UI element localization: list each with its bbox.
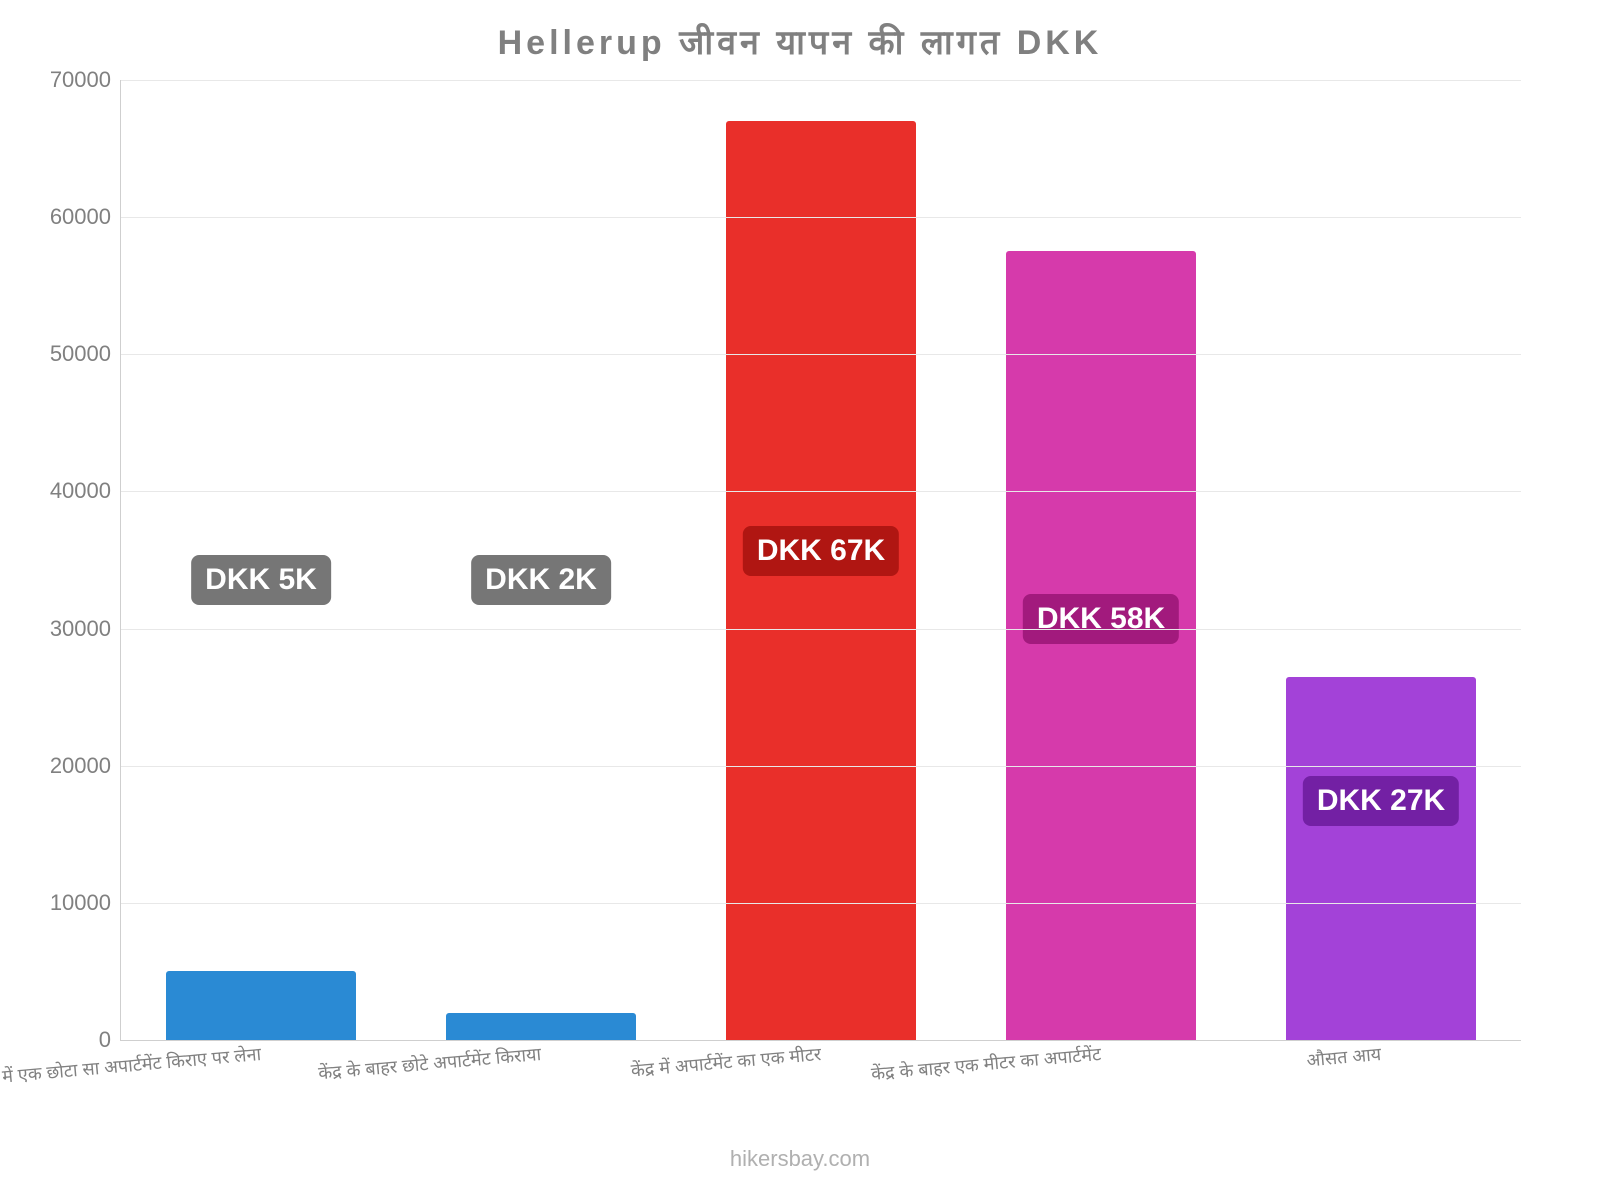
gridline — [121, 766, 1521, 767]
bar-slot: DKK 27K — [1241, 80, 1521, 1040]
x-tick-label: केंद्र के बाहर एक मीटर का अपार्टमेंट — [870, 1042, 1102, 1086]
gridline — [121, 491, 1521, 492]
x-tick-label: केंद्र में एक छोटा सा अपार्टमेंट किराए प… — [0, 1042, 262, 1091]
bar[interactable] — [1286, 677, 1476, 1040]
bar[interactable] — [446, 1013, 636, 1040]
gridline — [121, 80, 1521, 81]
bar-slot: DKK 67K — [681, 80, 961, 1040]
bars-group: DKK 5K DKK 2K DKK 67KDKK 58KDKK 27K — [121, 80, 1521, 1040]
gridline — [121, 354, 1521, 355]
y-tick-label: 20000 — [50, 753, 111, 779]
gridline — [121, 217, 1521, 218]
y-tick-label: 60000 — [50, 204, 111, 230]
y-tick-label: 70000 — [50, 67, 111, 93]
bar[interactable] — [166, 971, 356, 1040]
y-tick-label: 40000 — [50, 478, 111, 504]
bar-slot: DKK 58K — [961, 80, 1241, 1040]
x-tick-label: औसत आय — [1306, 1042, 1382, 1072]
bar-slot: DKK 5K — [121, 80, 401, 1040]
plot-area: DKK 5KDKK 2KDKK 67KDKK 58KDKK 27K 010000… — [120, 80, 1521, 1041]
gridline — [121, 629, 1521, 630]
chart-attribution: hikersbay.com — [0, 1146, 1600, 1172]
bar-value-label: DKK 5K — [191, 555, 331, 605]
chart-container: Hellerup जीवन यापन की लागत DKK DKK 5KDKK… — [0, 0, 1600, 1200]
chart-title: Hellerup जीवन यापन की लागत DKK — [0, 18, 1600, 64]
y-tick-label: 0 — [99, 1027, 111, 1053]
gridline — [121, 903, 1521, 904]
x-tick-label: केंद्र में अपार्टमेंट का एक मीटर — [630, 1042, 822, 1083]
y-tick-label: 10000 — [50, 890, 111, 916]
y-tick-label: 30000 — [50, 616, 111, 642]
bar[interactable] — [1006, 251, 1196, 1040]
y-tick-label: 50000 — [50, 341, 111, 367]
bar-slot: DKK 2K — [401, 80, 681, 1040]
bar-value-label: DKK 2K — [471, 555, 611, 605]
x-tick-label: केंद्र के बाहर छोटे अपार्टमेंट किराया — [317, 1042, 542, 1085]
